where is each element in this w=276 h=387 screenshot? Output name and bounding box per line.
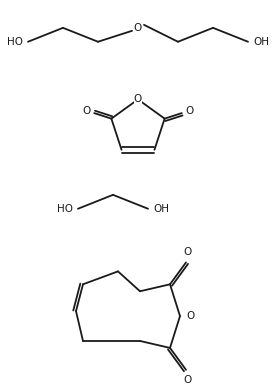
Text: OH: OH	[253, 37, 269, 47]
Text: O: O	[184, 375, 192, 385]
Text: O: O	[184, 247, 192, 257]
Text: O: O	[82, 106, 90, 116]
Text: HO: HO	[7, 37, 23, 47]
Text: O: O	[186, 311, 194, 321]
Text: O: O	[134, 23, 142, 33]
Text: HO: HO	[57, 204, 73, 214]
Text: O: O	[134, 94, 142, 104]
Text: O: O	[186, 106, 194, 116]
Text: OH: OH	[153, 204, 169, 214]
